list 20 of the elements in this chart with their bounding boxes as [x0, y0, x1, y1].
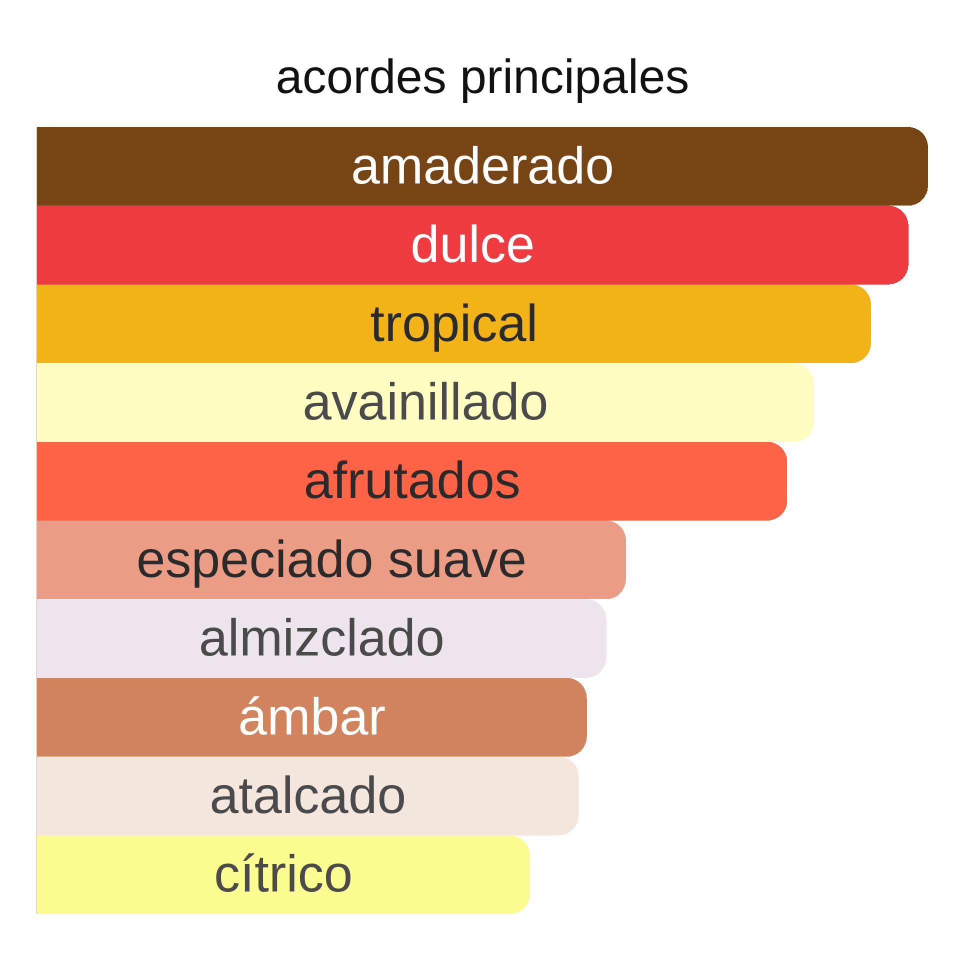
- bar: [37, 127, 928, 206]
- bar: [37, 756, 579, 836]
- y-tick-label: afrutados: [304, 452, 521, 510]
- bar: [37, 678, 587, 757]
- y-tick-label: dulce: [410, 216, 535, 274]
- y-tick-label: almizclado: [198, 610, 445, 668]
- bar: [37, 363, 814, 442]
- y-tick-label: avainillado: [302, 373, 548, 432]
- y-tick-label: ámbar: [238, 688, 386, 746]
- y-tick-label: atalcado: [210, 766, 406, 825]
- bar: [37, 442, 788, 520]
- bar: [37, 206, 908, 284]
- bar: [37, 284, 871, 364]
- y-tick-label: especiado suave: [136, 530, 527, 589]
- bar: [37, 835, 530, 914]
- bar: [37, 599, 606, 678]
- y-tick-label: cítrico: [214, 846, 353, 904]
- y-tick-label: amaderado: [350, 137, 614, 196]
- y-tick-label: tropical: [370, 294, 538, 353]
- chart-title: acordes principales: [276, 50, 690, 104]
